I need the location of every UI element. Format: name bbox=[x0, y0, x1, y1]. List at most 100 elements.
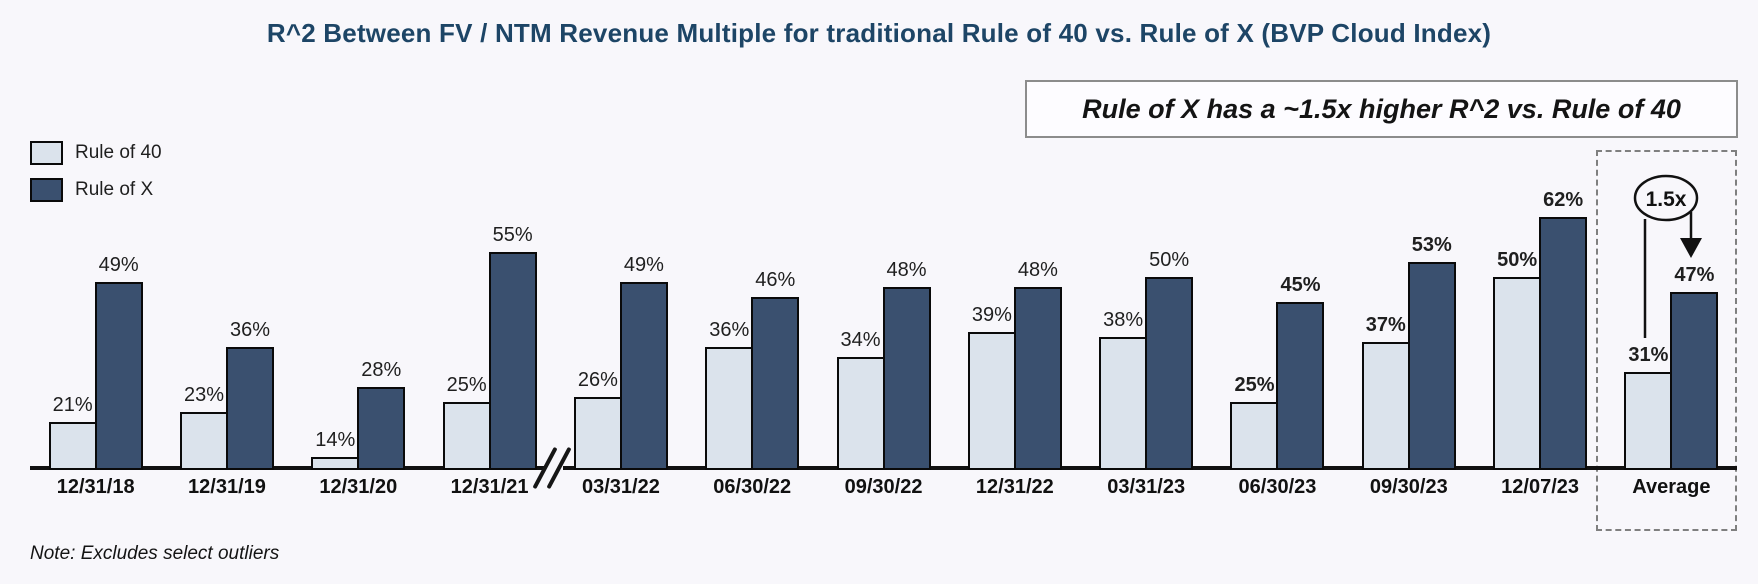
value-label: 50% bbox=[1149, 249, 1190, 271]
bar-rule-of-x: 49% bbox=[94, 254, 143, 470]
bar-rule-of-x: 55% bbox=[488, 224, 537, 470]
bar-rect bbox=[1013, 287, 1062, 470]
value-label: 53% bbox=[1411, 234, 1452, 256]
callout-text: Rule of X has a ~1.5x higher R^2 vs. Rul… bbox=[1082, 93, 1681, 124]
value-label: 36% bbox=[709, 319, 750, 341]
value-label: 47% bbox=[1674, 264, 1715, 286]
bar-rule-of-x: 53% bbox=[1407, 234, 1456, 470]
bar-rule-of-40: 50% bbox=[1493, 249, 1542, 470]
x-axis-label: 03/31/22 bbox=[581, 476, 660, 498]
bar-rect bbox=[705, 347, 754, 470]
x-axis-label: 03/31/23 bbox=[1107, 476, 1186, 498]
bar-rect bbox=[1493, 277, 1542, 470]
bar-rect bbox=[1099, 337, 1148, 470]
bar-group-12-31-18: 21% 49% bbox=[30, 254, 161, 470]
bar-rect bbox=[619, 282, 668, 470]
value-label: 25% bbox=[446, 374, 487, 396]
bar-rect bbox=[882, 287, 931, 470]
bar-rect bbox=[1407, 262, 1456, 470]
value-label: 31% bbox=[1628, 344, 1669, 366]
x-axis-label: Average bbox=[1632, 476, 1711, 498]
value-label: 55% bbox=[492, 224, 533, 246]
bar-rule-of-x: 28% bbox=[357, 359, 406, 470]
value-label: 34% bbox=[840, 329, 881, 351]
bar-rect bbox=[751, 297, 800, 470]
bar-group-03-31-23: 38% 50% bbox=[1081, 249, 1212, 470]
bar-rule-of-x: 46% bbox=[751, 269, 800, 470]
bar-group-12-07-23: 50% 62% bbox=[1474, 189, 1605, 470]
value-label: 38% bbox=[1103, 309, 1144, 331]
bar-group-12-31-20: 14% 28% bbox=[293, 359, 424, 470]
x-axis-label: 06/30/22 bbox=[713, 476, 792, 498]
bar-rect bbox=[836, 357, 885, 470]
value-label: 49% bbox=[98, 254, 139, 276]
x-axis-label: 09/30/23 bbox=[1369, 476, 1448, 498]
bar-rule-of-x: 36% bbox=[225, 319, 274, 470]
bar-group-06-30-22: 36% 46% bbox=[687, 269, 818, 470]
value-label: 25% bbox=[1234, 374, 1275, 396]
bar-rect bbox=[573, 397, 622, 470]
bar-group-09-30-23: 37% 53% bbox=[1343, 234, 1474, 470]
value-label: 48% bbox=[1017, 259, 1058, 281]
bar-rect bbox=[357, 387, 406, 470]
bar-rect bbox=[1230, 402, 1279, 470]
legend-swatch-icon bbox=[30, 141, 63, 165]
bar-rule-of-x: 47% bbox=[1670, 264, 1719, 470]
value-label: 23% bbox=[183, 384, 224, 406]
bar-rect bbox=[225, 347, 274, 470]
legend: Rule of 40 Rule of X bbox=[30, 141, 162, 202]
bar-rect bbox=[94, 282, 143, 470]
bar-rule-of-40: 36% bbox=[705, 319, 754, 470]
legend-item-rule-of-40: Rule of 40 bbox=[30, 141, 162, 165]
bar-group-average: 31% 47% bbox=[1606, 264, 1737, 470]
bar-rule-of-40: 31% bbox=[1624, 344, 1673, 470]
legend-label: Rule of X bbox=[75, 179, 154, 200]
x-axis-label: 12/31/18 bbox=[56, 476, 135, 498]
bar-rect bbox=[48, 422, 97, 470]
bar-rect bbox=[1624, 372, 1673, 470]
bar-rect bbox=[1670, 292, 1719, 470]
value-label: 39% bbox=[971, 304, 1012, 326]
x-axis-label: 12/31/21 bbox=[450, 476, 529, 498]
x-axis-label: 12/07/23 bbox=[1501, 476, 1580, 498]
legend-item-rule-of-x: Rule of X bbox=[30, 178, 162, 202]
bar-group-12-31-22: 39% 48% bbox=[949, 259, 1080, 470]
x-axis-label: 12/31/22 bbox=[975, 476, 1054, 498]
x-axis-labels: 12/31/18 12/31/19 12/31/20 12/31/21 03/31/22… bbox=[30, 476, 1737, 499]
bar-rect bbox=[1361, 342, 1410, 470]
chart-title: R^2 Between FV / NTM Revenue Multiple fo… bbox=[266, 18, 1492, 48]
callout-box: Rule of X has a ~1.5x higher R^2 vs. Rul… bbox=[1025, 80, 1738, 138]
value-label: 28% bbox=[361, 359, 402, 381]
value-label: 14% bbox=[315, 429, 356, 451]
value-label: 62% bbox=[1543, 189, 1584, 211]
bar-rect bbox=[967, 332, 1016, 470]
bar-rect bbox=[179, 412, 228, 470]
bars-container: 21% 49% 23% 36% 14% 28% 25% 55% 26% 49% 36% 46% 34% 4… bbox=[30, 189, 1737, 470]
bar-rule-of-x: 50% bbox=[1145, 249, 1194, 470]
bar-rule-of-40: 39% bbox=[967, 304, 1016, 470]
bar-rule-of-40: 23% bbox=[179, 384, 228, 470]
bar-rule-of-x: 49% bbox=[619, 254, 668, 470]
bar-rect bbox=[1145, 277, 1194, 470]
value-label: 46% bbox=[755, 269, 796, 291]
bar-rect bbox=[442, 402, 491, 470]
bar-group-09-30-22: 34% 48% bbox=[818, 259, 949, 470]
value-label: 36% bbox=[229, 319, 270, 341]
bar-rule-of-40: 25% bbox=[442, 374, 491, 470]
bar-rule-of-40: 38% bbox=[1099, 309, 1148, 470]
value-label: 37% bbox=[1365, 314, 1406, 336]
bar-rule-of-x: 62% bbox=[1539, 189, 1588, 470]
bar-rule-of-40: 21% bbox=[48, 394, 97, 470]
x-axis-label: 12/31/19 bbox=[188, 476, 266, 498]
bar-rule-of-40: 26% bbox=[573, 369, 622, 470]
x-axis-label: 09/30/22 bbox=[844, 476, 923, 498]
legend-swatch-icon bbox=[30, 178, 63, 202]
note-text: Note: Excludes select outliers bbox=[30, 543, 280, 564]
bar-rule-of-40: 25% bbox=[1230, 374, 1279, 470]
value-label: 48% bbox=[886, 259, 927, 281]
bar-rule-of-x: 48% bbox=[1013, 259, 1062, 470]
bar-rect bbox=[488, 252, 537, 470]
bar-rule-of-x: 48% bbox=[882, 259, 931, 470]
bar-rect bbox=[1276, 302, 1325, 470]
